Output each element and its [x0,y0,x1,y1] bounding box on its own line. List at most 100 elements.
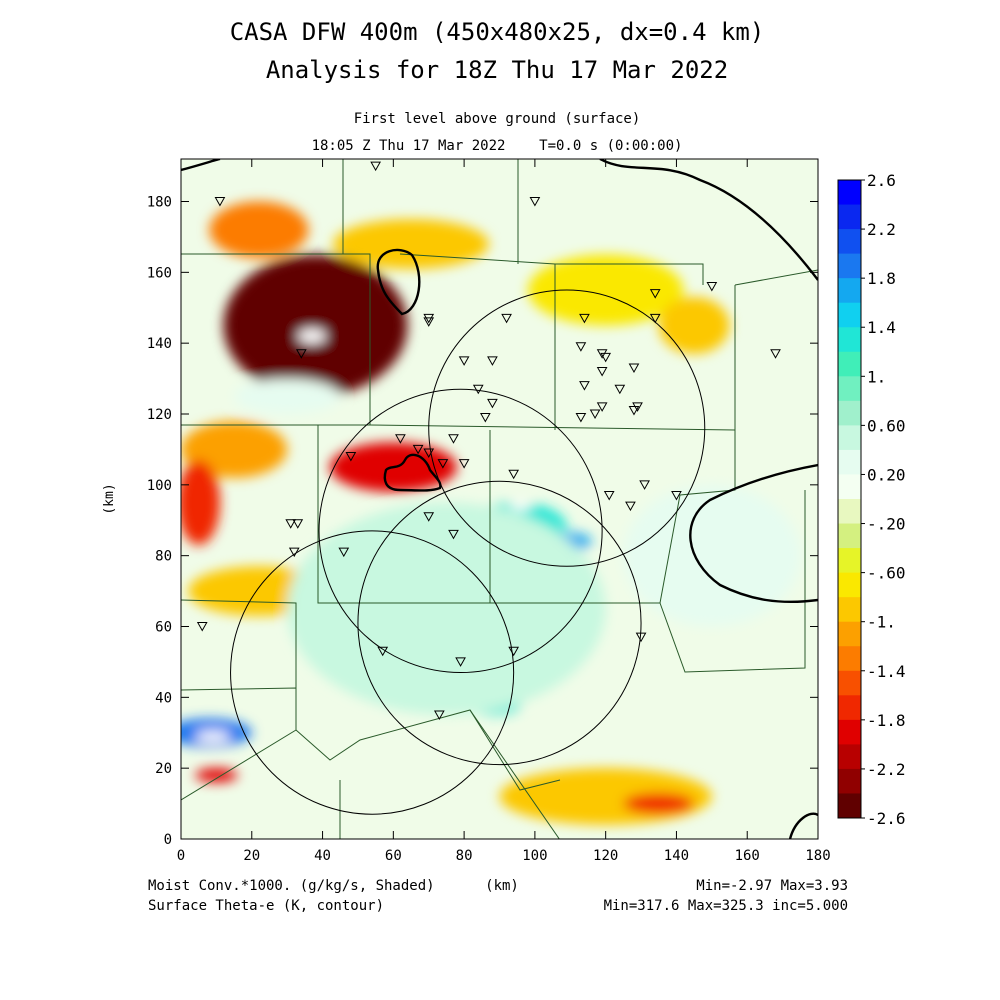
y-tick-label: 160 [147,265,172,281]
y-tick-label: 20 [155,761,172,777]
colorbar-frame [837,179,862,819]
station-marker [487,398,498,409]
station-marker [628,363,640,373]
field-blob [333,219,489,269]
colorbar-swatch [838,572,861,598]
x-tick-label: 180 [805,848,830,864]
colorbar-label: -2.6 [867,809,906,828]
y-tick-label: 180 [147,195,172,211]
x-tick-label: 80 [456,848,473,864]
station-marker [412,444,424,455]
station-marker [603,490,615,501]
y-tick-label: 40 [155,690,172,706]
colorbar-swatch [838,646,861,672]
colorbar-swatch [838,204,861,230]
field-blob [265,265,380,351]
colorbar-swatch [838,548,861,574]
radar-ring [230,530,515,815]
station-marker [377,646,389,657]
station-marker [596,367,608,377]
station-marker [423,448,435,458]
colorbar-label: -2.2 [867,760,906,779]
colorbar-label: -1. [867,613,896,632]
station-marker [628,405,640,416]
colorbar-swatch [838,449,861,475]
colorbar-label: -1.8 [867,711,906,730]
station-marker [508,646,520,657]
station-marker [770,349,781,359]
field-blob [195,768,238,783]
chart-title-time: Analysis for 18Z Thu 17 Mar 2022 [266,56,728,84]
station-marker [458,459,470,469]
radar-ring [357,480,642,766]
footer-contour-label: Surface Theta-e (K, contour) [148,898,384,914]
y-tick-label: 60 [155,620,172,636]
station-marker [437,459,449,469]
station-marker [614,384,626,395]
station-marker [448,434,459,444]
station-marker [649,289,661,299]
theta-e-contours [181,159,818,839]
station-marker [706,282,718,292]
station-marker [596,402,608,412]
y-axis-label: (km) [102,483,117,514]
station-marker [600,352,612,363]
station-marker [632,402,643,412]
x-tick-label: 140 [664,848,689,864]
field-blob [181,460,220,546]
radar-ring [428,289,706,567]
field-blob [209,201,309,259]
footer-field-label: Moist Conv.*1000. (g/kg/s, Shaded) [148,878,435,894]
station-marker [288,547,300,558]
station-marker [579,381,590,391]
colorbar-swatch [838,327,861,353]
field-blob [658,297,730,354]
station-marker [370,161,381,172]
colorbar-swatch [838,425,861,451]
station-marker [448,529,459,540]
colorbar-swatch [838,376,861,402]
x-tick-label: 60 [385,848,402,864]
y-tick-label: 140 [147,336,172,352]
y-tick-label: 120 [147,407,172,423]
county-boundaries [181,159,818,839]
surface-stations [196,161,781,721]
colorbar-swatch [838,719,861,745]
x-tick-label: 40 [314,848,331,864]
colorbar-swatch [838,253,861,279]
chart-title: CASA DFW 400m (450x480x25, dx=0.4 km) [230,18,765,46]
colorbar-swatch [838,474,861,500]
colorbar-label: 1.8 [867,269,896,288]
station-marker [196,622,208,632]
station-marker [395,434,406,444]
footer-field-range: Min=-2.97 Max=3.93 [696,878,848,894]
field-blob [623,484,801,627]
station-marker [423,317,435,327]
y-tick-label: 0 [164,832,172,848]
field-blob [623,792,695,815]
x-tick-label: 160 [735,848,760,864]
radar-ring [318,388,603,674]
colorbar-swatch [838,351,861,377]
field-blob [510,501,532,511]
colorbar-swatch [838,768,861,794]
chart-subtitle-valid: 18:05 Z Thu 17 Mar 2022 T=0.0 s (0:00:00… [312,138,683,154]
station-marker [338,547,350,558]
colorbar-swatch [838,229,861,255]
station-marker [295,349,307,359]
station-marker [487,356,498,366]
x-tick-label: 0 [177,848,185,864]
station-marker [649,313,661,324]
colorbar-swatch [838,695,861,721]
station-marker [423,512,435,522]
colorbar-swatch [838,278,861,304]
station-marker [345,452,357,462]
colorbar-label: 1.4 [867,318,896,337]
footer-unit: (km) [485,878,519,894]
field-blob [195,730,231,742]
colorbar-swatch [838,670,861,696]
radar-range-rings [230,289,706,815]
colorbar-swatch [838,597,861,623]
colorbar-swatch [838,744,861,770]
